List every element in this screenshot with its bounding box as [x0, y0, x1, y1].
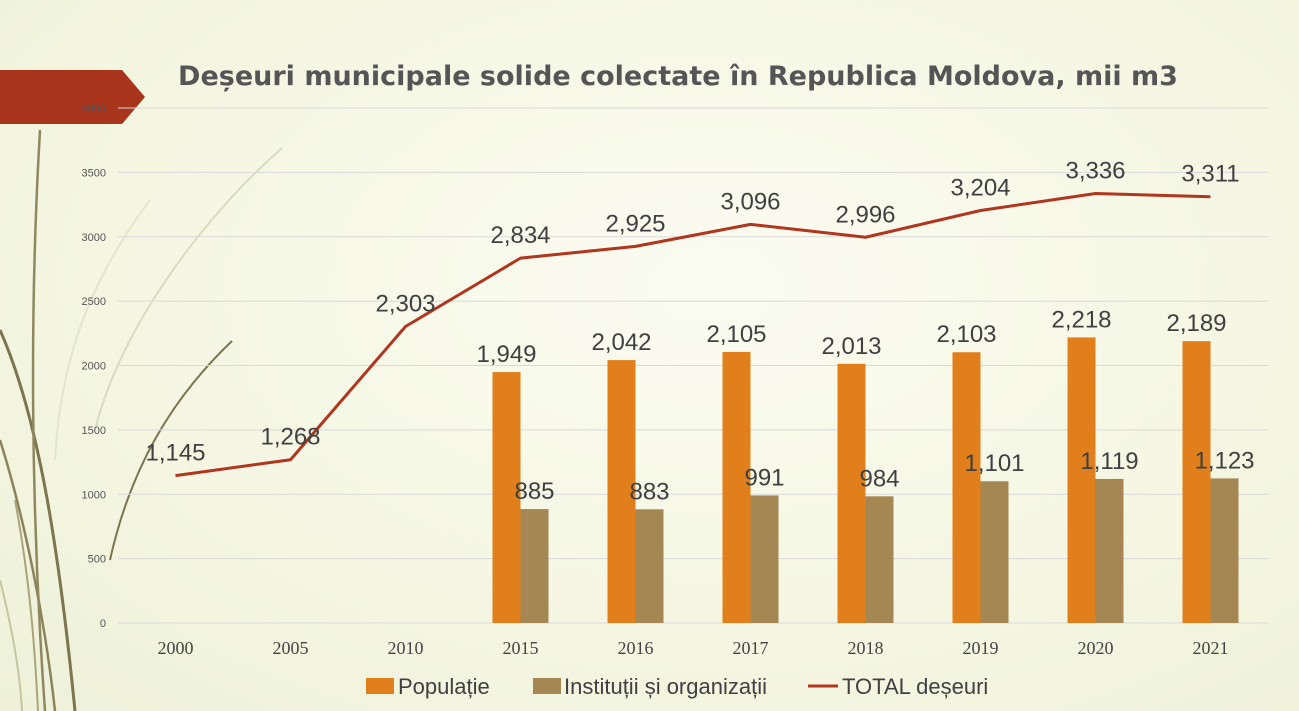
- legend-swatch-populatie: [366, 678, 394, 694]
- bar-institutii: [635, 509, 664, 623]
- y-tick-label: 4000: [82, 103, 106, 115]
- y-tick-label: 0: [100, 618, 106, 630]
- data-labels: 1,949 2,042 2,105 2,013 2,103 2,218 2,189 885 88…: [145, 157, 1254, 505]
- bars: [492, 337, 1239, 623]
- y-tick-label: 500: [88, 554, 106, 566]
- bar-populatie: [1067, 337, 1096, 623]
- data-label-institutii: 1,101: [964, 450, 1024, 477]
- x-tick-label: 2000: [158, 638, 194, 658]
- bar-populatie: [1182, 341, 1211, 623]
- x-tick-label: 2019: [963, 638, 999, 658]
- data-label-populatie: 2,013: [821, 333, 881, 360]
- data-label-institutii: 991: [744, 464, 784, 491]
- data-label-institutii: 984: [859, 465, 899, 492]
- data-label-total: 3,096: [720, 188, 780, 215]
- bar-institutii: [750, 495, 779, 623]
- legend-swatch-institutii: [533, 678, 561, 694]
- y-axis-ticks: 0 500 1000 1500 2000 2500 3000 3500 4000: [82, 103, 106, 630]
- bar-populatie: [607, 360, 636, 623]
- x-tick-label: 2015: [503, 638, 539, 658]
- x-tick-label: 2005: [273, 638, 309, 658]
- x-tick-label: 2010: [388, 638, 424, 658]
- chart-title: Deșeuri municipale solide colectate în R…: [178, 61, 1178, 92]
- data-label-total: 3,336: [1065, 157, 1125, 184]
- x-tick-label: 2021: [1193, 638, 1229, 658]
- x-axis-ticks: 2000 2005 2010 2015 2016 2017 2018 2019 2020 2021: [158, 638, 1229, 658]
- x-tick-label: 2016: [618, 638, 654, 658]
- line-total-deseuri: [175, 191, 1211, 478]
- bar-populatie: [722, 351, 751, 623]
- bar-populatie: [837, 363, 866, 623]
- data-label-total: 2,303: [375, 290, 435, 317]
- data-label-total: 3,204: [950, 174, 1010, 201]
- y-tick-label: 2500: [82, 296, 106, 308]
- x-tick-label: 2020: [1078, 638, 1114, 658]
- bar-institutii: [1095, 478, 1124, 623]
- data-label-institutii: 1,119: [1080, 448, 1138, 475]
- y-tick-label: 1000: [82, 489, 106, 501]
- legend-label-populatie: Populație: [398, 674, 490, 699]
- y-tick-label: 3500: [82, 167, 106, 179]
- data-label-institutii: 1,123: [1194, 447, 1254, 474]
- data-label-populatie: 2,218: [1051, 306, 1111, 333]
- red-arrow-banner: [0, 70, 145, 124]
- bar-institutii: [1210, 478, 1239, 623]
- bar-institutii: [980, 481, 1009, 623]
- grass-decoration: [0, 129, 283, 711]
- x-tick-label: 2017: [733, 638, 769, 658]
- legend: Populație Instituții și organizații TOTAL …: [366, 674, 988, 699]
- legend-label-institutii: Instituții și organizații: [564, 674, 767, 699]
- data-label-populatie: 2,042: [591, 329, 651, 356]
- data-label-populatie: 2,189: [1166, 310, 1226, 337]
- data-label-populatie: 2,105: [706, 321, 766, 348]
- data-label-populatie: 2,103: [936, 321, 996, 348]
- y-tick-label: 1500: [82, 425, 106, 437]
- data-label-total: 1,145: [145, 440, 205, 467]
- data-label-total: 2,925: [605, 210, 665, 237]
- data-label-populatie: 1,949: [476, 341, 536, 368]
- bar-populatie: [952, 352, 981, 623]
- total-line: [175, 191, 1211, 478]
- y-tick-label: 3000: [82, 232, 106, 244]
- legend-label-total: TOTAL deșeuri: [842, 674, 988, 699]
- bar-institutii: [865, 496, 894, 623]
- data-label-total: 1,268: [260, 424, 320, 451]
- data-label-institutii: 885: [514, 478, 554, 505]
- data-label-total: 2,834: [490, 222, 550, 249]
- x-tick-label: 2018: [848, 638, 884, 658]
- data-label-total: 3,311: [1181, 161, 1239, 188]
- data-label-total: 2,996: [835, 201, 895, 228]
- data-label-institutii: 883: [629, 478, 669, 505]
- y-tick-label: 2000: [82, 361, 106, 373]
- bar-institutii: [520, 509, 549, 623]
- bar-populatie: [492, 372, 521, 623]
